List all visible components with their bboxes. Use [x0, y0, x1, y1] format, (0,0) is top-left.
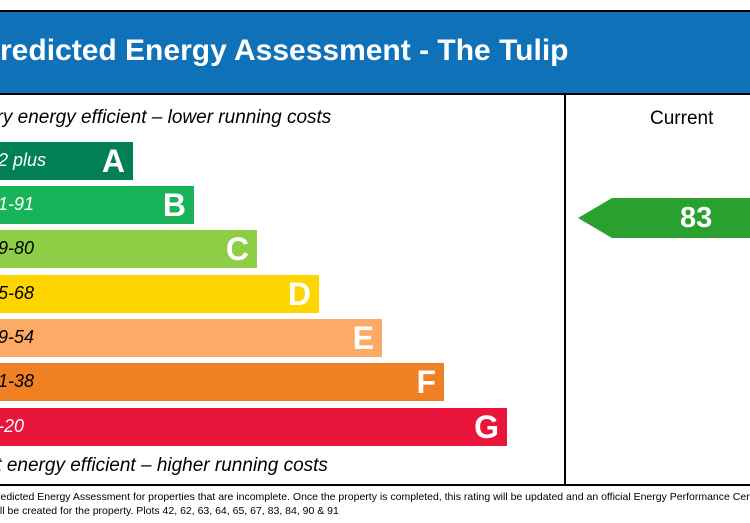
bottom-caption: Not energy efficient – higher running co…: [0, 455, 328, 476]
band-range-label: 92 plus: [0, 150, 47, 170]
current-rating-value: 83: [680, 202, 713, 234]
band-range-label: 81-91: [0, 194, 35, 214]
band-e: 39-54 E: [0, 319, 382, 357]
band-range-label: 69-80: [0, 238, 35, 258]
chart-frame: [0, 10, 750, 486]
header-bar: Predicted Energy Assessment - The Tulip: [0, 12, 750, 95]
footnote: Predicted Energy Assessment for properti…: [0, 490, 750, 518]
band-d: 55-68 D: [0, 275, 319, 313]
current-column-label: Current: [650, 108, 714, 129]
band-f: 21-38 F: [0, 363, 444, 401]
footnote-line-1: Predicted Energy Assessment for properti…: [0, 491, 750, 503]
band-letter: A: [101, 143, 125, 179]
band-letter: D: [287, 276, 311, 312]
band-b: 81-91 B: [0, 186, 194, 224]
current-arrow-shape: [578, 198, 750, 238]
page-title: Predicted Energy Assessment - The Tulip: [0, 34, 569, 67]
band-range-label: 21-38: [0, 371, 35, 391]
band-range-label: 39-54: [0, 327, 35, 347]
band-a: 92 plus A: [0, 142, 133, 180]
top-caption: Very energy efficient – lower running co…: [0, 107, 332, 128]
band-g: 1-20 G: [0, 408, 507, 446]
band-letter: B: [162, 187, 186, 223]
band-letter: G: [474, 409, 499, 445]
band-letter: F: [416, 364, 436, 400]
band-range-label: 1-20: [0, 416, 25, 436]
band-letter: C: [225, 231, 249, 267]
band-letter: E: [352, 320, 374, 356]
band-range-label: 55-68: [0, 283, 35, 303]
footnote-line-2: will be created for the property. Plots …: [0, 505, 339, 517]
band-c: 69-80 C: [0, 230, 257, 268]
current-rating-arrow: [578, 198, 750, 238]
column-divider: [564, 95, 566, 486]
